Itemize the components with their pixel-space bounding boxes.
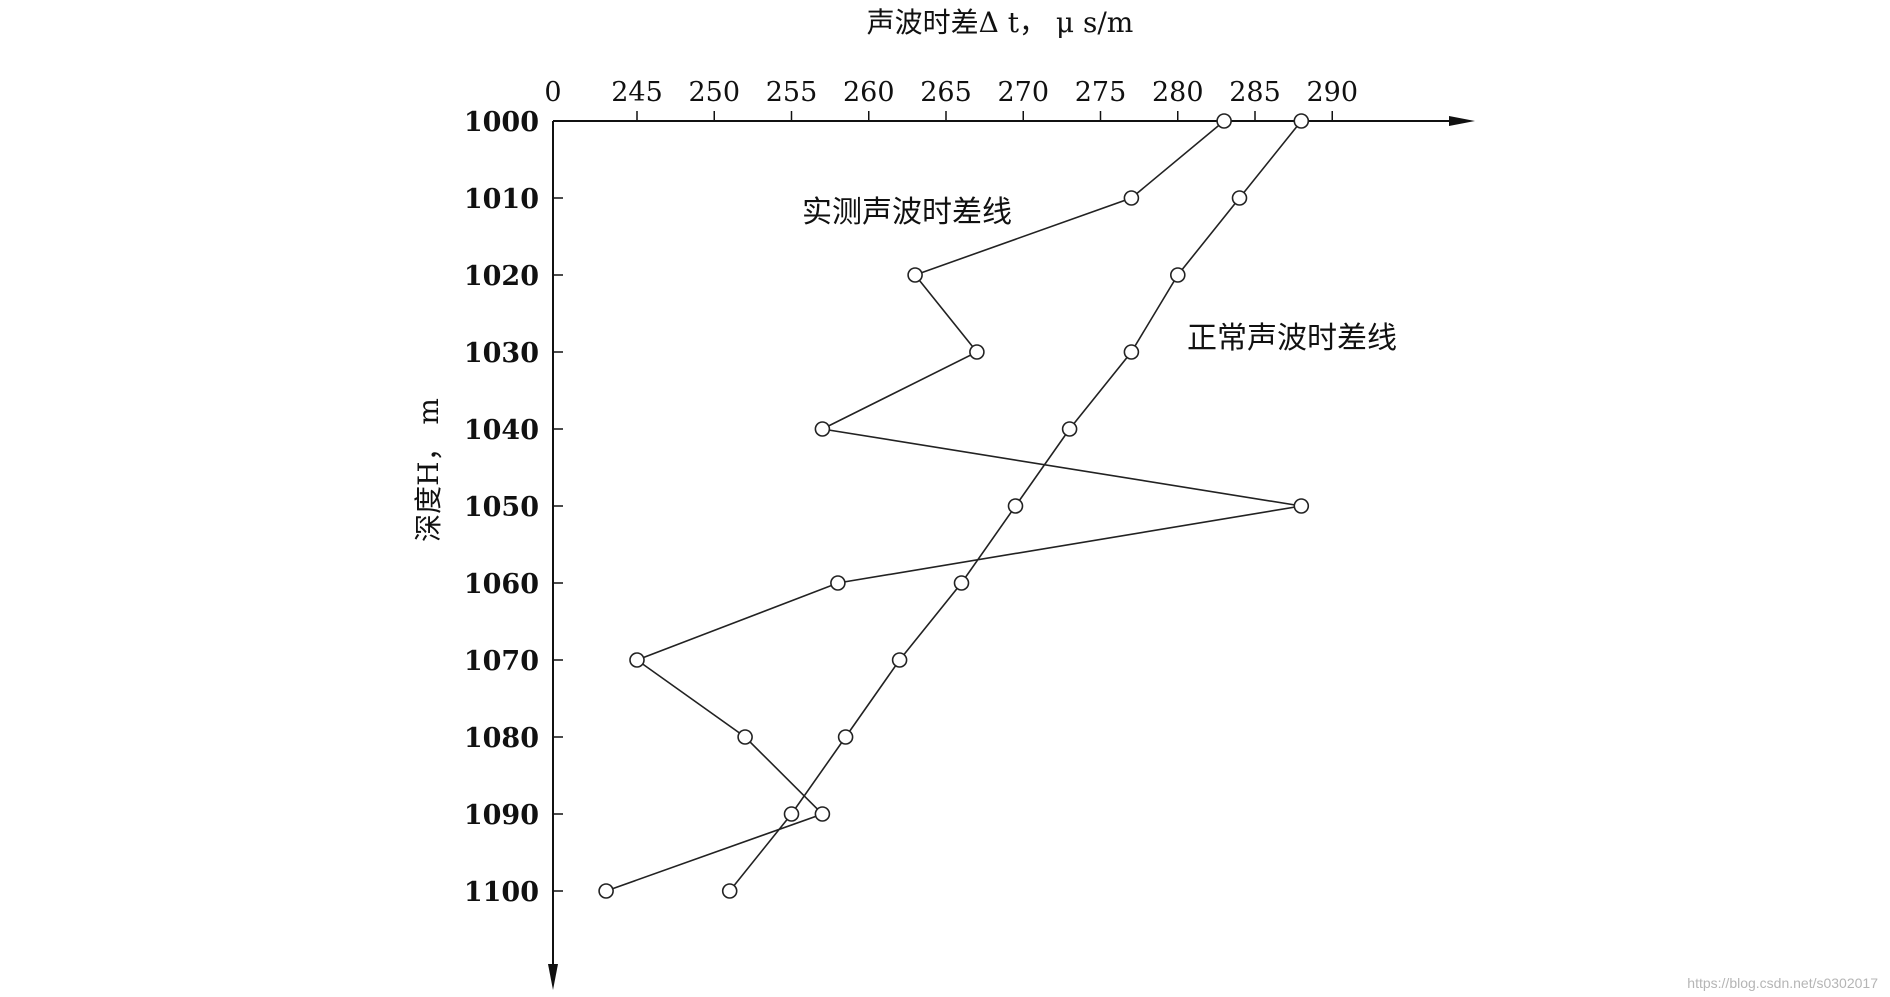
- y-tick-label: 1010: [464, 184, 539, 215]
- x-axis-title: 声波时差Δ t， μ s/m: [867, 6, 1134, 39]
- x-tick-label: 265: [920, 77, 972, 108]
- x-tick-label: 250: [688, 77, 740, 108]
- series-markers: [598, 113, 1310, 899]
- y-tick-label: 1070: [464, 646, 539, 677]
- x-tick-label: 255: [766, 77, 818, 108]
- series-1-point: [969, 344, 985, 360]
- series-2-point: [1007, 498, 1024, 514]
- x-axis-arrow: [1449, 116, 1475, 126]
- y-tick-label: 1090: [464, 800, 539, 831]
- series-2-point: [1061, 421, 1078, 437]
- y-tick-label: 1000: [464, 107, 539, 138]
- x-tick-label: 245: [611, 77, 663, 108]
- y-tick-label: 1100: [464, 877, 539, 908]
- series-2-point: [891, 652, 908, 668]
- watermark-text: https://blog.csdn.net/s0302017: [1687, 975, 1878, 991]
- series-1-point: [737, 729, 753, 745]
- y-tick-label: 1020: [464, 261, 539, 292]
- series-2-point: [783, 806, 800, 822]
- x-tick-label: 0: [544, 77, 561, 108]
- series-2-point: [1123, 344, 1140, 360]
- series-1-point: [598, 883, 614, 899]
- series-lines: [605, 120, 1302, 892]
- x-tick-label: 280: [1152, 77, 1204, 108]
- series-1-point: [629, 652, 645, 668]
- series-2-label: 正常声波时差线: [1187, 321, 1397, 356]
- series-2-point: [1231, 190, 1248, 206]
- x-tick-labels: 0 245 250 255 260 265 270 275 280 285 290: [544, 77, 1358, 108]
- y-tick-label: 1040: [464, 415, 539, 446]
- series-1-point: [830, 575, 846, 591]
- series-1-label: 实测声波时差线: [802, 195, 1012, 230]
- series-1-point: [1293, 498, 1310, 514]
- series-2-point: [1170, 267, 1186, 283]
- x-tick-label: 275: [1075, 77, 1127, 108]
- series-1-point: [814, 421, 831, 437]
- y-tick-label: 1060: [464, 569, 539, 600]
- x-tick-label: 290: [1306, 77, 1358, 108]
- series-2-point: [953, 575, 970, 591]
- y-tick-label: 1030: [464, 338, 539, 369]
- y-axis-arrow: [548, 964, 558, 990]
- series-1-point: [1123, 190, 1140, 206]
- series-1-point: [1216, 113, 1232, 129]
- series-1-point: [907, 267, 923, 283]
- series-1-point: [814, 806, 831, 822]
- axes: [548, 111, 1475, 990]
- series-line-1: [605, 120, 1302, 892]
- y-tick-label: 1050: [464, 492, 539, 523]
- x-tick-label: 285: [1229, 77, 1281, 108]
- x-tick-label: 260: [843, 77, 895, 108]
- x-tick-label: 270: [997, 77, 1049, 108]
- y-tick-labels: 1000 1010 1020 1030 1040 1050 1060 1070 1080 1090…: [464, 107, 539, 908]
- y-tick-label: 1080: [464, 723, 539, 754]
- series-2-point: [721, 883, 738, 899]
- series-2-point: [837, 729, 854, 745]
- series-2-point: [1293, 113, 1310, 129]
- y-axis-title: 深度H， m: [412, 398, 445, 542]
